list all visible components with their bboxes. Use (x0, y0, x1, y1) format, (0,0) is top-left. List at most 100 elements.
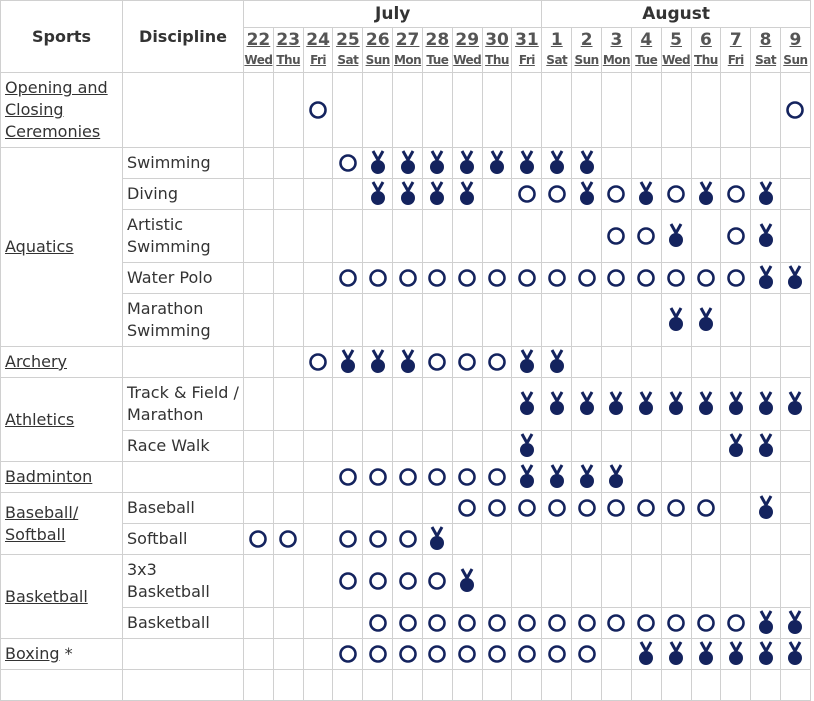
day-cell (660, 523, 692, 555)
day-cell (511, 346, 543, 378)
day-cell (630, 430, 662, 462)
medal-icon (430, 526, 445, 550)
event-icon (637, 499, 656, 517)
day-cell (571, 262, 603, 294)
day-cell (362, 638, 394, 670)
day-cell (481, 430, 513, 462)
event-icon (368, 269, 387, 287)
day-cell (541, 147, 573, 179)
sport-link[interactable]: Basketball (5, 586, 88, 606)
day-cell (750, 430, 781, 462)
weekday: Sat (755, 53, 777, 67)
event-icon (368, 530, 387, 548)
day-cell (362, 293, 394, 347)
sport-cell: Aquatics (0, 147, 123, 347)
day-cell (601, 72, 632, 148)
medal-icon (460, 568, 475, 592)
day-header: 29 Wed (451, 27, 483, 73)
day-cell (272, 430, 304, 462)
event-icon (398, 614, 417, 632)
day-cell (630, 293, 662, 347)
sport-link[interactable]: Athletics (5, 409, 75, 429)
day-cell (451, 209, 483, 263)
sport-link[interactable]: Aquatics (5, 237, 74, 256)
day-cell (392, 346, 423, 378)
medal-icon (758, 265, 773, 289)
sport-link[interactable]: Badminton (5, 467, 93, 486)
day-cell (690, 492, 722, 524)
day-cell (571, 209, 603, 263)
month-header: August (541, 0, 811, 28)
day-cell (243, 209, 274, 263)
weekday: Wed (244, 53, 273, 67)
event-icon (518, 269, 536, 287)
event-icon (547, 269, 566, 287)
day-cell (750, 492, 781, 524)
event-icon (547, 614, 566, 632)
day-cell (571, 523, 603, 555)
day-cell (511, 72, 543, 148)
event-icon (697, 614, 715, 632)
day-cell (302, 147, 334, 179)
discipline-cell: Marathon Swimming (122, 293, 244, 347)
day-cell (451, 461, 483, 493)
day-cell (780, 523, 811, 555)
day-cell (421, 377, 453, 431)
day-cell (243, 461, 274, 493)
sport-link[interactable]: Baseball/ Softball (5, 502, 79, 544)
schedule-row: Athletics Track & Field / Marathon (0, 377, 811, 462)
day-cell (601, 607, 632, 639)
day-cell (630, 72, 662, 148)
sport-link[interactable]: Boxing (5, 644, 60, 663)
day-cell (690, 293, 722, 347)
day-cell (541, 430, 573, 462)
date: 8 (759, 30, 772, 50)
event-icon (428, 353, 447, 371)
medal-icon (788, 391, 803, 415)
day-cell (720, 178, 752, 210)
sport-link[interactable]: Archery (5, 352, 67, 371)
day-cell (541, 209, 573, 263)
medal-icon (549, 391, 564, 415)
event-icon (518, 614, 536, 632)
discipline-cell: Basketball (122, 607, 244, 639)
event-icon (339, 468, 357, 486)
day-cell (243, 523, 274, 555)
day-cell (302, 430, 334, 462)
event-icon (518, 645, 536, 663)
discipline-name: Softball (127, 529, 188, 548)
event-icon (607, 185, 626, 203)
day-cell (601, 209, 632, 263)
event-icon (547, 185, 566, 203)
day-cell (720, 523, 752, 555)
event-icon (488, 614, 506, 632)
day-cell (272, 607, 304, 639)
sport-cell: Archery (0, 346, 123, 378)
weekday: Mon (602, 53, 631, 67)
event-icon (726, 269, 745, 287)
day-cell (362, 346, 394, 378)
medal-icon (758, 391, 773, 415)
day-cell (780, 178, 811, 210)
sport-cell: Boxing * (0, 638, 123, 670)
day-cell (481, 178, 513, 210)
medal-icon (340, 349, 355, 373)
day-header: 30 Thu (481, 27, 513, 73)
day-cell (243, 178, 274, 210)
event-icon (339, 572, 357, 590)
day-cell (601, 430, 632, 462)
event-icon (398, 645, 417, 663)
sport-link[interactable]: Opening and Closing Ceremonies (5, 78, 108, 141)
medal-icon (609, 464, 624, 488)
schedule-row: Aquatics Swimming (0, 147, 811, 347)
day-cell (362, 147, 394, 179)
day-cell (690, 72, 722, 148)
day-cell (451, 262, 483, 294)
discipline-cell (122, 346, 244, 378)
day-cell (750, 669, 781, 701)
day-cell (362, 209, 394, 263)
medal-icon (758, 223, 773, 247)
day-cell (720, 492, 752, 524)
medal-icon (758, 433, 773, 457)
day-cell (451, 178, 483, 210)
